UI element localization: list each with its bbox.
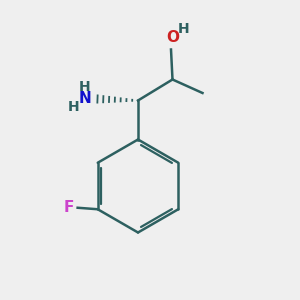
Text: N: N [79,91,91,106]
Text: H: H [79,80,91,94]
Text: O: O [166,30,179,45]
Text: H: H [68,100,79,114]
Text: F: F [63,200,74,215]
Text: H: H [178,22,189,36]
